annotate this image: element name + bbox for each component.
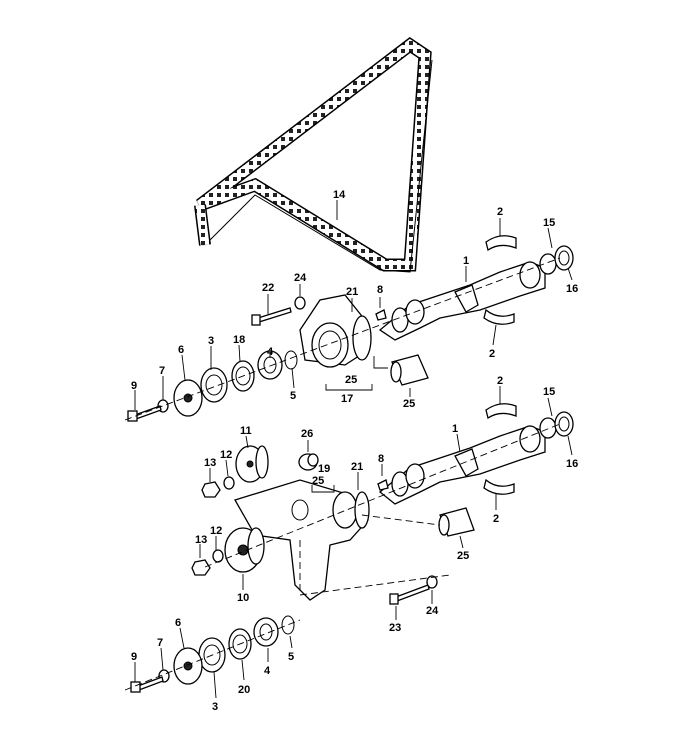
label-25: 25 bbox=[345, 374, 357, 386]
label-3: 3 bbox=[212, 701, 218, 713]
label-3: 3 bbox=[208, 335, 214, 347]
label-16: 16 bbox=[566, 458, 578, 470]
label-9: 9 bbox=[131, 380, 137, 392]
label-12: 12 bbox=[220, 449, 232, 461]
label-13: 13 bbox=[195, 534, 207, 546]
label-25: 25 bbox=[312, 475, 324, 487]
label-13: 13 bbox=[204, 457, 216, 469]
label-8: 8 bbox=[378, 453, 384, 465]
label-2: 2 bbox=[497, 206, 503, 218]
label-7: 7 bbox=[159, 365, 165, 377]
label-14: 14 bbox=[333, 189, 346, 201]
label-10: 10 bbox=[237, 592, 249, 604]
callout-labels: 14 2 1 15 16 2 21 8 24 22 4 5 18 3 6 7 9… bbox=[131, 189, 578, 713]
upper-woodruff-key bbox=[375, 309, 387, 321]
upper-washer-24 bbox=[294, 296, 306, 310]
leader-lines bbox=[134, 200, 573, 699]
label-24: 24 bbox=[294, 272, 307, 284]
lower-seal-ring bbox=[554, 411, 574, 437]
label-9: 9 bbox=[131, 651, 137, 663]
upper-camshaft-housing bbox=[299, 294, 372, 368]
lower-roller-11 bbox=[235, 445, 269, 483]
lower-gear-10 bbox=[224, 527, 265, 573]
label-5: 5 bbox=[288, 651, 294, 663]
label-1: 1 bbox=[452, 423, 458, 435]
label-7: 7 bbox=[157, 637, 163, 649]
lower-bolt-9 bbox=[130, 676, 164, 693]
lower-washer-24 bbox=[426, 575, 438, 589]
label-24: 24 bbox=[426, 605, 439, 617]
label-6: 6 bbox=[178, 344, 184, 356]
label-16: 16 bbox=[566, 283, 578, 295]
upper-bearing-shell-top bbox=[485, 235, 517, 252]
lower-spacer-4 bbox=[253, 617, 279, 647]
label-5: 5 bbox=[290, 390, 296, 402]
upper-bearing-shell-bottom bbox=[483, 308, 515, 325]
assembly-lines bbox=[124, 257, 561, 691]
label-21: 21 bbox=[346, 286, 358, 298]
label-2: 2 bbox=[493, 513, 499, 525]
label-15: 15 bbox=[543, 386, 555, 398]
upper-seal-ring bbox=[554, 245, 574, 271]
label-11: 11 bbox=[240, 425, 252, 437]
lower-camshaft-housing bbox=[234, 479, 370, 601]
lower-bolt-23 bbox=[389, 584, 430, 605]
lower-bearing-shell-top bbox=[485, 403, 517, 420]
label-23: 23 bbox=[389, 622, 401, 634]
label-25: 25 bbox=[457, 550, 469, 562]
label-4: 4 bbox=[264, 665, 271, 677]
lower-camshaft bbox=[378, 417, 557, 505]
label-1: 1 bbox=[463, 255, 469, 267]
upper-hub-6 bbox=[173, 379, 203, 417]
lower-washer-12a bbox=[223, 476, 235, 490]
upper-sprocket-3 bbox=[200, 367, 228, 403]
label-2: 2 bbox=[497, 375, 503, 387]
lower-cap-26 bbox=[298, 453, 319, 471]
label-4: 4 bbox=[267, 346, 274, 358]
label-6: 6 bbox=[175, 617, 181, 629]
lower-oring-5 bbox=[281, 615, 295, 635]
label-2: 2 bbox=[489, 348, 495, 360]
label-20: 20 bbox=[238, 684, 250, 696]
label-25: 25 bbox=[403, 398, 415, 410]
label-17: 17 bbox=[341, 393, 353, 405]
label-26: 26 bbox=[301, 428, 313, 440]
lower-hub-6 bbox=[173, 647, 203, 685]
label-15: 15 bbox=[543, 217, 555, 229]
label-22: 22 bbox=[262, 282, 274, 294]
upper-oring-5 bbox=[284, 350, 298, 370]
label-21: 21 bbox=[351, 461, 363, 473]
lower-nut-13b bbox=[191, 559, 211, 576]
lower-nut-13a bbox=[201, 481, 221, 498]
lower-sleeve bbox=[438, 507, 475, 537]
label-8: 8 bbox=[377, 284, 383, 296]
label-19: 19 bbox=[318, 463, 330, 475]
lower-woodruff-key bbox=[377, 479, 389, 491]
label-18: 18 bbox=[233, 334, 245, 346]
lower-bearing-shell-bottom bbox=[483, 478, 515, 495]
upper-sleeve bbox=[390, 354, 429, 386]
label-12: 12 bbox=[210, 525, 222, 537]
upper-bolt-22 bbox=[251, 307, 292, 326]
timing-chain bbox=[194, 37, 433, 273]
